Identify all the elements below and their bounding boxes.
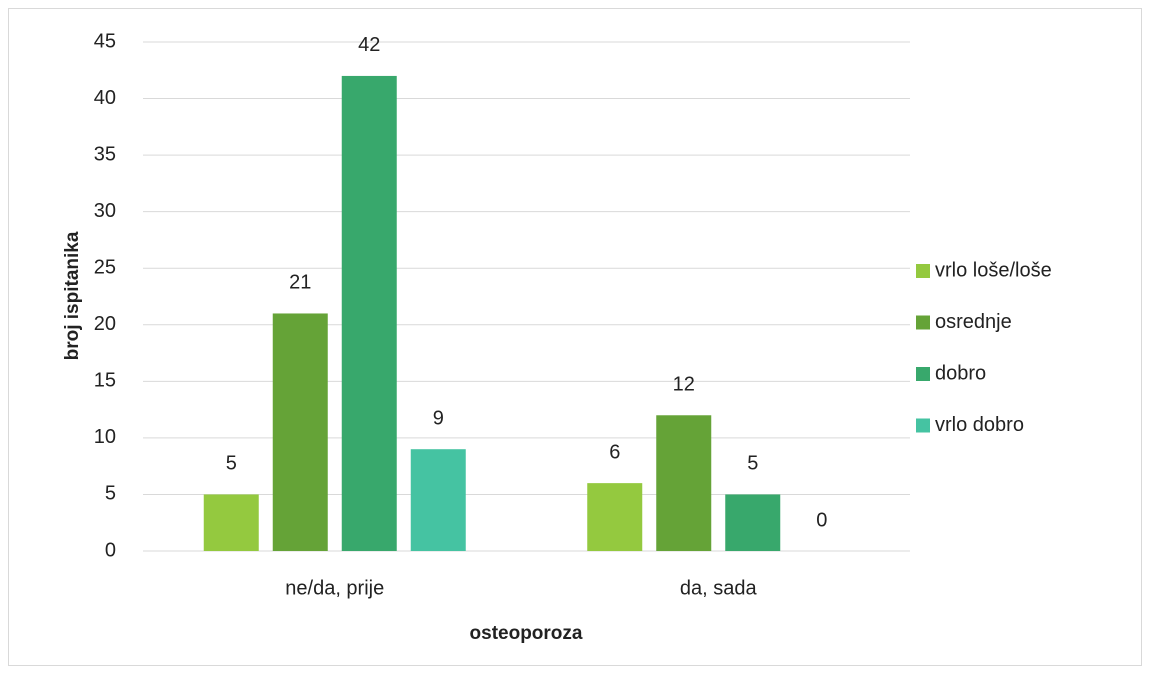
- data-label: 9: [433, 407, 444, 429]
- bar: [656, 415, 712, 551]
- legend-swatch: [916, 418, 930, 433]
- y-tick-label: 45: [94, 30, 116, 52]
- data-label: 21: [289, 272, 311, 294]
- y-tick-label: 15: [94, 370, 116, 392]
- y-tick-label: 5: [105, 483, 116, 505]
- legend-label: vrlo loše/loše: [935, 259, 1052, 281]
- y-tick-label: 35: [94, 143, 116, 165]
- y-tick-label: 0: [105, 539, 116, 561]
- bar: [203, 494, 259, 551]
- data-label: 42: [358, 34, 380, 56]
- x-tick-label: da, sada: [680, 577, 758, 599]
- data-label: 0: [816, 509, 827, 531]
- y-tick-label: 40: [94, 87, 116, 109]
- legend-swatch: [916, 367, 930, 381]
- legend-label: osrednje: [935, 311, 1012, 333]
- bar: [272, 313, 328, 551]
- x-axis-title: osteoporoza: [470, 623, 583, 644]
- chart-border: [8, 8, 1142, 666]
- bar: [341, 75, 397, 551]
- data-label: 12: [673, 374, 695, 396]
- y-tick-label: 10: [94, 426, 116, 448]
- legend-label: dobro: [935, 362, 986, 384]
- y-tick-label: 20: [94, 313, 116, 335]
- y-axis-title: broj ispitanika: [62, 231, 83, 360]
- x-tick-label: ne/da, prije: [285, 577, 384, 599]
- data-label: 5: [226, 453, 237, 475]
- legend-swatch: [916, 264, 930, 278]
- bar: [410, 449, 466, 551]
- data-label: 6: [609, 441, 620, 463]
- y-tick-label: 25: [94, 257, 116, 279]
- bar: [725, 494, 781, 551]
- y-tick-label: 30: [94, 200, 116, 222]
- data-label: 5: [747, 453, 758, 475]
- bar: [587, 483, 643, 551]
- legend-label: vrlo dobro: [935, 414, 1024, 436]
- legend-swatch: [916, 315, 930, 330]
